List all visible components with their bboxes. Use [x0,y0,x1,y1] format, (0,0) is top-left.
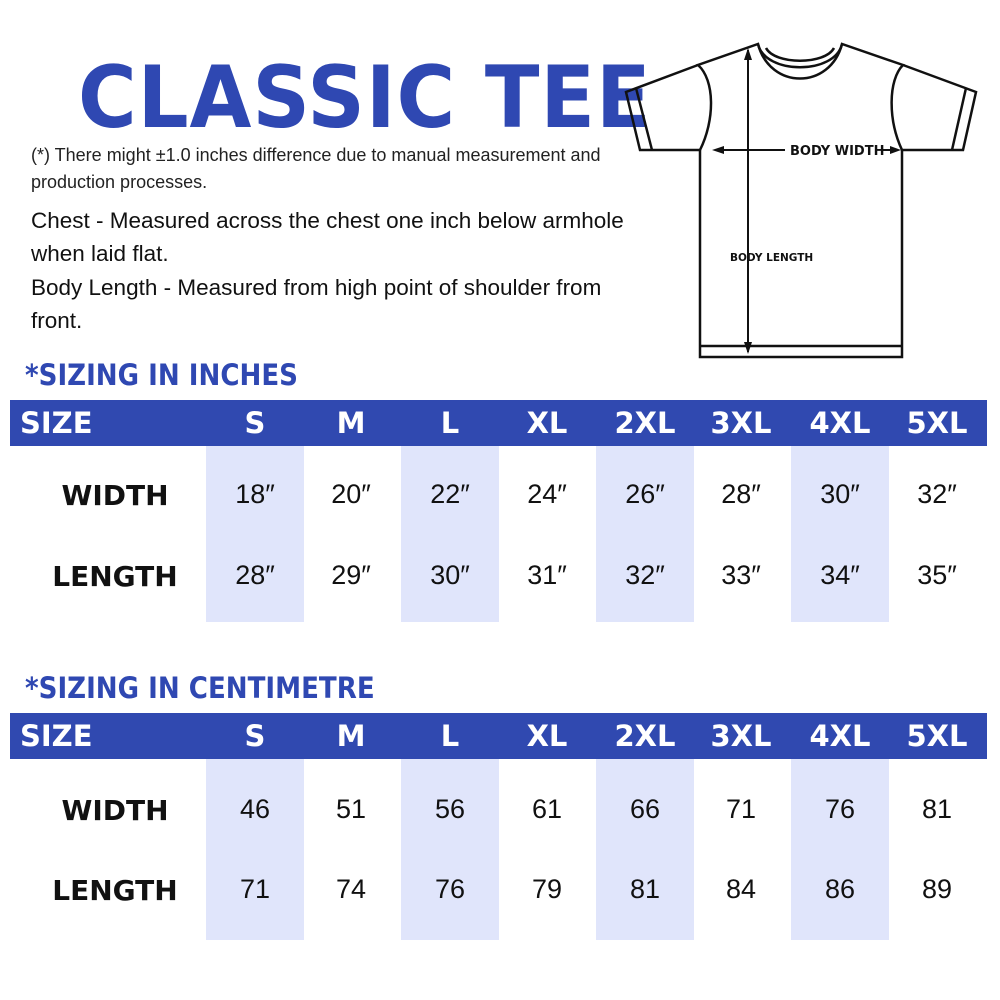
column-shade [596,759,694,940]
table-cell: 81 [629,874,661,904]
size-header-cell: M [336,719,366,753]
table-cell: 28″ [235,560,275,590]
table-cell: 81 [921,794,953,824]
table-cell: 29″ [331,560,371,590]
body-length-label: BODY LENGTH [730,252,813,264]
size-header-cell: 5XL [906,719,968,753]
chest-description: Chest - Measured across the chest one in… [31,208,624,266]
table-cell: 32″ [625,560,665,590]
size-header-cell: S [244,406,266,440]
table-cell: 61 [531,794,563,824]
table-cell: 66 [629,794,661,824]
size-header-cell: 2XL [614,406,676,440]
table-cell: 18″ [235,479,275,509]
row-label: WIDTH [61,479,169,512]
arrow-left-icon [712,146,724,154]
table-cell: 30″ [430,560,470,590]
arrow-down-icon [744,342,752,354]
table-cell: 31″ [527,560,567,590]
column-shade [206,759,304,940]
length-description: Body Length - Measured from high point o… [31,275,602,333]
column-shade [206,446,304,622]
table-header: SIZE S M L XL 2XL 3XL 4XL 5XL [10,400,987,446]
size-header-cell: 4XL [809,719,871,753]
table-cell: 89 [921,874,953,904]
table-cell: 76 [434,874,466,904]
measurement-note: (*) There might ±1.0 inches difference d… [31,145,601,192]
table-cell: 74 [335,874,367,904]
table-cell: 46 [239,794,271,824]
size-header-cell: 4XL [809,406,871,440]
size-header: SIZE [20,406,93,440]
arrow-right-icon [890,146,901,154]
table-cell: 30″ [820,479,860,509]
arrow-up-icon [744,48,752,60]
table-cell: 86 [824,874,856,904]
table-cell: 20″ [331,479,371,509]
size-header-cell: L [440,719,460,753]
page-title: CLASSIC TEE [78,48,652,148]
size-header-cell: 2XL [614,719,676,753]
tshirt-diagram: BODY WIDTH BODY LENGTH [624,42,978,359]
column-shade [401,759,499,940]
size-header-cell: M [336,406,366,440]
table-cell: 79 [531,874,563,904]
size-header-cell: S [244,719,266,753]
table-cell: 24″ [527,479,567,509]
row-label: LENGTH [52,560,178,593]
table-cell: 22″ [430,479,470,509]
size-header-cell: XL [526,406,568,440]
table-cell: 51 [335,794,367,824]
section-heading: *SIZING IN INCHES [25,358,298,392]
table-cell: 56 [434,794,466,824]
size-header-cell: 5XL [906,406,968,440]
table-cell: 71 [239,874,271,904]
table-header: SIZE S M L XL 2XL 3XL 4XL 5XL [10,713,987,759]
size-header-cell: 3XL [710,406,772,440]
column-shade [791,446,889,622]
body-width-label: BODY WIDTH [790,144,884,159]
table-cell: 26″ [625,479,665,509]
size-header-cell: 3XL [710,719,772,753]
column-shade [596,446,694,622]
table-cell: 76 [824,794,856,824]
section-heading: *SIZING IN CENTIMETRE [25,671,375,705]
table-cell: 35″ [917,560,957,590]
size-header: SIZE [20,719,93,753]
table-cell: 34″ [820,560,860,590]
column-shade [791,759,889,940]
size-header-cell: L [440,406,460,440]
table-cell: 28″ [721,479,761,509]
table-cell: 84 [725,874,757,904]
row-label: LENGTH [52,874,178,907]
column-shade [401,446,499,622]
row-label: WIDTH [61,794,169,827]
size-header-cell: XL [526,719,568,753]
table-cell: 32″ [917,479,957,509]
table-cell: 33″ [721,560,761,590]
table-cell: 71 [725,794,757,824]
